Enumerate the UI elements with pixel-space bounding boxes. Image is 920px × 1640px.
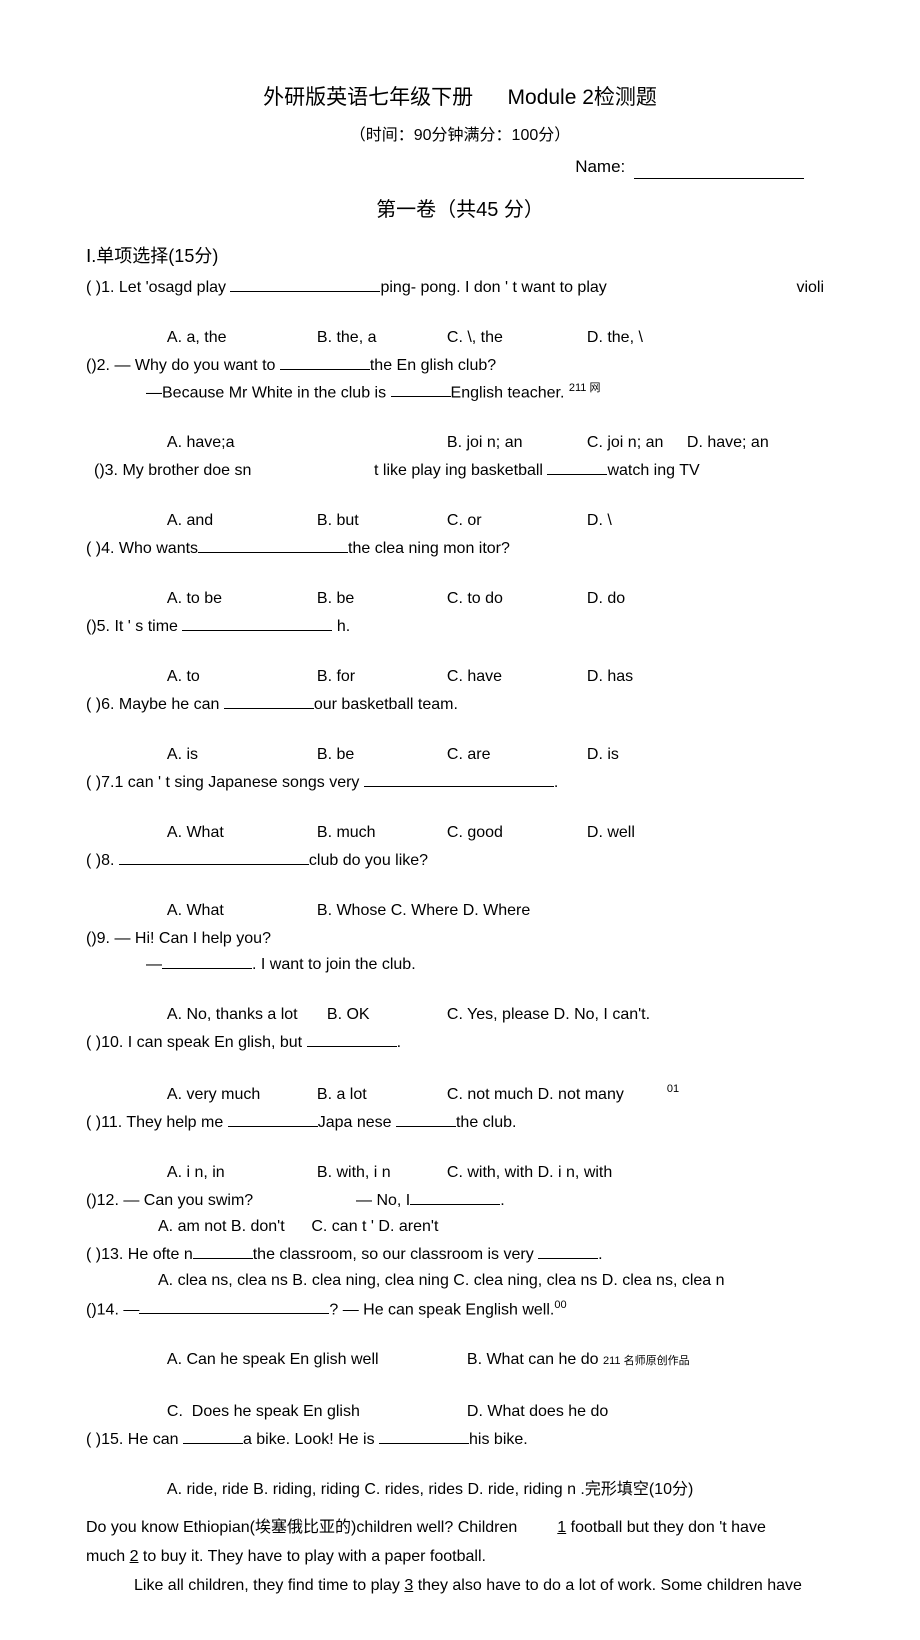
name-blank[interactable] (634, 178, 804, 179)
q2-options: A. have;aB. joi n; anC. joi n; anD. have… (86, 407, 834, 455)
q6-options: A. isB. beC. areD. is (86, 719, 834, 767)
q2: ()2. — Why do you want to the En glish c… (86, 354, 834, 378)
name-row: Name: (86, 154, 834, 180)
passage-p2: much 2 to buy it. They have to play with… (86, 1543, 834, 1572)
q7: ( )7.1 can ' t sing Japanese songs very … (86, 771, 834, 795)
q11-options: A. i n, inB. with, i nC. with, with D. i… (86, 1137, 834, 1185)
q4-options: A. to beB. beC. to doD. do (86, 563, 834, 611)
q10-options: A. very muchB. a lotC. not much D. not m… (86, 1057, 834, 1106)
q1-options: A. a, theB. the, aC. \, theD. the, \ (86, 302, 834, 350)
q9: ()9. — Hi! Can I help you? (86, 927, 834, 951)
q1-blank[interactable] (230, 278, 380, 292)
title-right: Module 2检测题 (508, 86, 657, 109)
q5: ()5. It ' s time h. (86, 615, 834, 639)
q12: ()12. — Can you swim?— No, I. (86, 1189, 834, 1213)
q8: ( )8. club do you like? (86, 849, 834, 873)
passage-p3: Like all children, they find time to pla… (86, 1572, 834, 1601)
q2-blank[interactable] (280, 356, 370, 370)
q14-options-cd: C. Does he speak En glishD. What does he… (86, 1376, 834, 1424)
q10: ( )10. I can speak En glish, but . (86, 1031, 834, 1055)
q13: ( )13. He ofte nthe classroom, so our cl… (86, 1243, 834, 1267)
title-left: 外研版英语七年级下册 (263, 86, 473, 109)
section1-title: 第一卷（共45 分） (86, 195, 834, 225)
q3: ()3. My brother doe snt like play ing ba… (86, 459, 834, 483)
name-label: Name: (575, 157, 625, 176)
q13-options: A. clea ns, clea ns B. clea ning, clea n… (86, 1269, 834, 1293)
q9-line2: —. I want to join the club. (86, 953, 834, 977)
q15-options: A. ride, ride B. riding, riding C. rides… (86, 1454, 834, 1502)
q8-options: A. WhatB. Whose C. Where D. Where (86, 875, 834, 923)
q2-line2: —Because Mr White in the club is English… (86, 380, 834, 405)
doc-title: 外研版英语七年级下册 Module 2检测题 (86, 82, 834, 114)
q4: ( )4. Who wantsthe clea ning mon itor? (86, 537, 834, 561)
q12-options: A. am not B. don't C. can t ' D. aren't (86, 1215, 834, 1239)
q3-options: A. andB. butC. orD. \ (86, 485, 834, 533)
q6: ( )6. Maybe he can our basketball team. (86, 693, 834, 717)
part1-header: Ⅰ.单项选择(15分) (86, 243, 834, 270)
q5-options: A. toB. forC. haveD. has (86, 641, 834, 689)
q15: ( )15. He can a bike. Look! He is his bi… (86, 1428, 834, 1452)
passage-p1: Do you know Ethiopian(埃塞俄比亚的)children we… (86, 1514, 834, 1543)
subtitle: （时间：90分钟满分：100分） (86, 124, 834, 148)
q7-options: A. WhatB. muchC. goodD. well (86, 797, 834, 845)
q14-options-ab: A. Can he speak En glish wellB. What can… (86, 1324, 834, 1372)
q1: ( )1. Let 'osagd play ping- pong. I don … (86, 276, 834, 300)
q9-options: A. No, thanks a lotB. OKC. Yes, please D… (86, 979, 834, 1027)
q11: ( )11. They help me Japa nese the club. (86, 1111, 834, 1135)
q14: ()14. —? — He can speak English well.00 (86, 1297, 834, 1322)
